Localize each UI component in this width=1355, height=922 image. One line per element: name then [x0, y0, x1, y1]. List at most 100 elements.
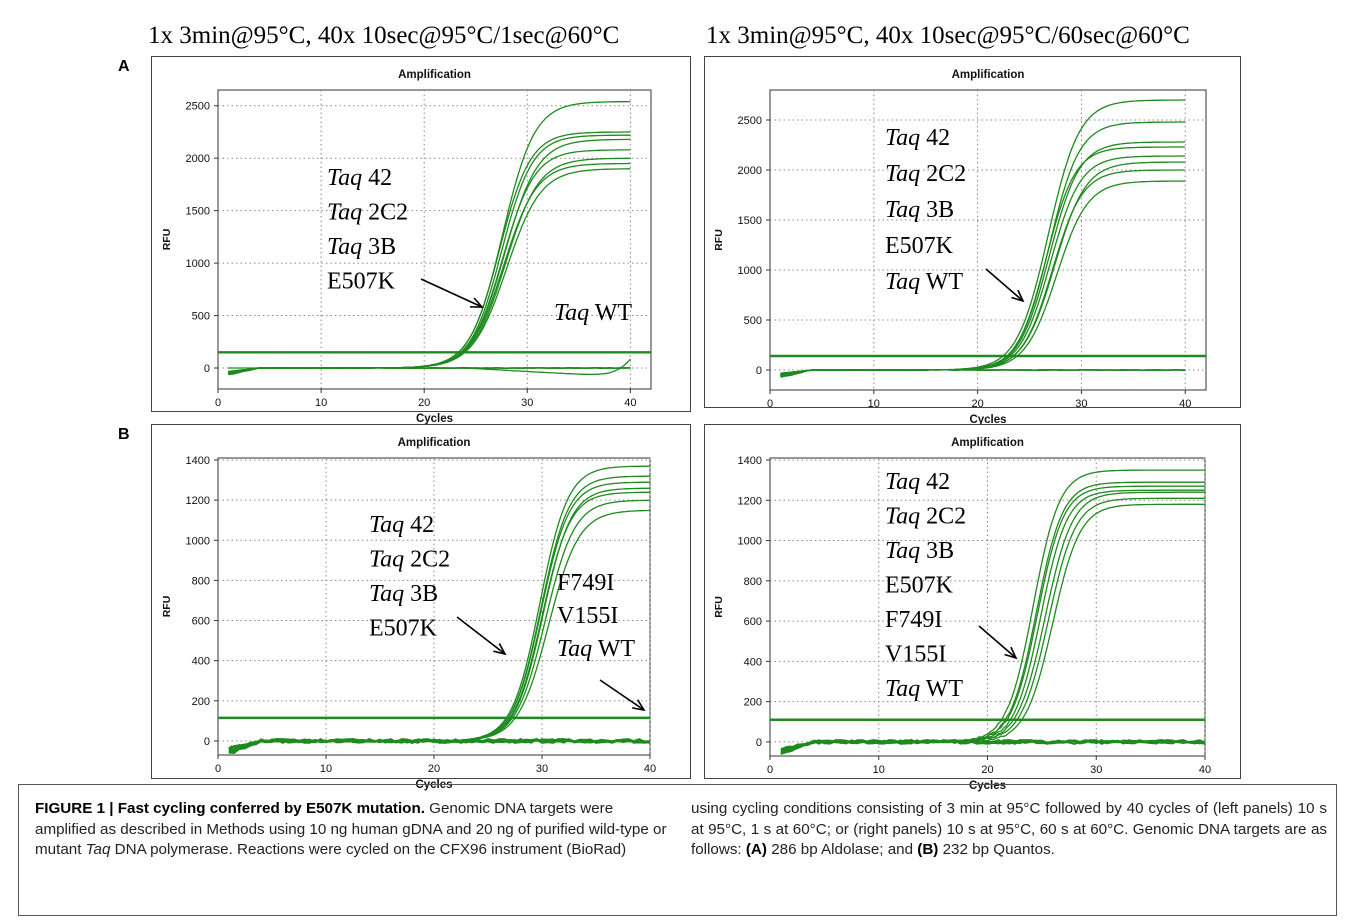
y-tick-label: 500: [192, 311, 210, 323]
annotation-label: Taq WT: [885, 269, 963, 295]
y-tick-label: 0: [756, 737, 762, 749]
x-tick-label: 20: [428, 763, 440, 775]
annotation-label: Taq 3B: [369, 581, 438, 607]
annotation-label-italic: Taq: [885, 125, 920, 151]
chart-title: Amplification: [398, 69, 471, 81]
annotation-arrow-head: [493, 643, 507, 656]
y-tick-label: 600: [744, 616, 762, 628]
annotation-label-rest: V155I: [885, 642, 946, 668]
annotation-arrow-wt-head: [632, 699, 646, 712]
caption-right-text-a: 286 bp Aldolase; and: [766, 841, 918, 858]
chart-b-left: Amplification 0 10 20 30 40 0 200 400 600 800 1000 1…: [151, 424, 691, 791]
annotation-label-rest: F749I: [885, 607, 942, 633]
amplification-curve: [780, 497, 1205, 750]
figure-caption: FIGURE 1 | Fast cycling conferred by E50…: [18, 784, 1337, 916]
y-tick-label: 400: [192, 656, 210, 668]
y-tick-label: 400: [744, 656, 762, 668]
annotation-arrow-head: [1004, 646, 1018, 660]
y-tick-label: 800: [192, 575, 210, 587]
y-tick-label: 1500: [738, 215, 762, 227]
caption-label-b: (B): [917, 841, 939, 858]
annotation-side-label-rest: F749I: [557, 570, 614, 596]
annotation-side-label-italic: Taq: [557, 636, 592, 662]
y-axis-label: RFU: [713, 596, 725, 618]
annotation-label: E507K: [369, 616, 438, 642]
annotation-label: Taq 3B: [885, 538, 954, 564]
caption-left-text-2: DNA polymerase. Reactions were cycled on…: [110, 841, 627, 858]
plot-area: [217, 89, 652, 390]
x-tick-label: 20: [981, 764, 993, 776]
chart-title: Amplification: [398, 437, 471, 449]
x-tick-label: 30: [1090, 764, 1102, 776]
annotation-label-italic: Taq: [369, 512, 404, 538]
y-tick-label: 500: [744, 315, 762, 327]
x-tick-label: 10: [315, 397, 327, 409]
caption-left-column: FIGURE 1 | Fast cycling conferred by E50…: [35, 799, 675, 861]
plot-area: [769, 89, 1207, 391]
annotation-label-rest: E507K: [327, 269, 396, 295]
annotation-arrow-head: [1011, 289, 1025, 303]
annotation-label: E507K: [885, 573, 954, 599]
x-tick-label: 40: [644, 763, 656, 775]
x-axis-label: Cycles: [969, 780, 1006, 792]
x-tick-label: 0: [215, 763, 221, 775]
y-tick-label: 2000: [186, 153, 210, 165]
y-tick-label: 200: [744, 697, 762, 709]
panel-label-a: A: [118, 58, 130, 75]
wild-type-curve: [228, 358, 631, 376]
annotation-label-italic: Taq: [885, 469, 920, 495]
annotation-wt-label-italic: Taq: [554, 300, 589, 326]
amplification-curve: [780, 469, 1205, 750]
panel-label-b: B: [118, 426, 130, 443]
curve-group: [780, 99, 1186, 378]
x-tick-label: 30: [521, 397, 533, 409]
amplification-curve: [780, 503, 1205, 751]
annotation-label: Taq 3B: [885, 197, 954, 223]
y-tick-label: 200: [192, 696, 210, 708]
annotation-wt-label-rest: WT: [589, 300, 632, 326]
amplification-curve: [780, 180, 1186, 376]
annotation-label: Taq 2C2: [885, 161, 966, 187]
y-tick-label: 0: [204, 736, 210, 748]
x-tick-label: 40: [1199, 764, 1211, 776]
annotation-arrow: [456, 616, 506, 655]
caption-right-text-1: using cycling conditions consisting of 3…: [691, 800, 1327, 858]
y-tick-label: 1000: [186, 258, 210, 270]
annotation-label-italic: Taq: [327, 200, 362, 226]
y-tick-label: 2000: [738, 165, 762, 177]
y-tick-label: 0: [756, 365, 762, 377]
annotation-label-rest: 42: [920, 125, 950, 151]
chart-a-right-svg: Amplification 0 10 20 30 40 0 500 1000 1500 2000 25…: [713, 69, 1207, 426]
x-tick-label: 10: [868, 398, 880, 410]
x-tick-label: 10: [873, 764, 885, 776]
amplification-curve: [228, 509, 650, 750]
x-axis-label: Cycles: [969, 414, 1006, 426]
y-tick-label: 1000: [738, 265, 762, 277]
annotation-label-italic: Taq: [369, 581, 404, 607]
y-axis-label: RFU: [161, 229, 173, 251]
caption-label: FIGURE 1 | Fast cycling conferred by E50…: [35, 800, 425, 817]
x-axis-label: Cycles: [416, 413, 453, 425]
y-axis-label: RFU: [161, 596, 173, 618]
annotation-arrow-head: [469, 297, 484, 308]
annotation-label: Taq WT: [885, 676, 963, 702]
y-tick-label: 800: [744, 576, 762, 588]
annotation-label: V155I: [885, 642, 946, 668]
annotation-label-italic: Taq: [885, 538, 920, 564]
annotation-label-rest: 2C2: [404, 547, 450, 573]
y-tick-label: 1000: [186, 535, 210, 547]
annotation-arrow-wt: [599, 679, 645, 711]
x-tick-label: 0: [215, 397, 221, 409]
annotation-label-italic: Taq: [327, 165, 362, 191]
left-condition-header: 1x 3min@95°C, 40x 10sec@95°C/1sec@60°C: [148, 22, 620, 49]
annotation-label-rest: 2C2: [362, 200, 408, 226]
caption-label-a: (A): [745, 841, 767, 858]
chart-a-left-svg: Amplification 0 10 20 30 40 0 500 1000 1500 2000 25…: [161, 69, 652, 425]
annotation-label: Taq 2C2: [369, 547, 450, 573]
annotation-label: Taq 42: [369, 512, 434, 538]
x-tick-label: 0: [767, 764, 773, 776]
y-tick-label: 1200: [738, 495, 762, 507]
y-tick-label: 1200: [186, 495, 210, 507]
annotation-label-italic: Taq: [885, 504, 920, 530]
